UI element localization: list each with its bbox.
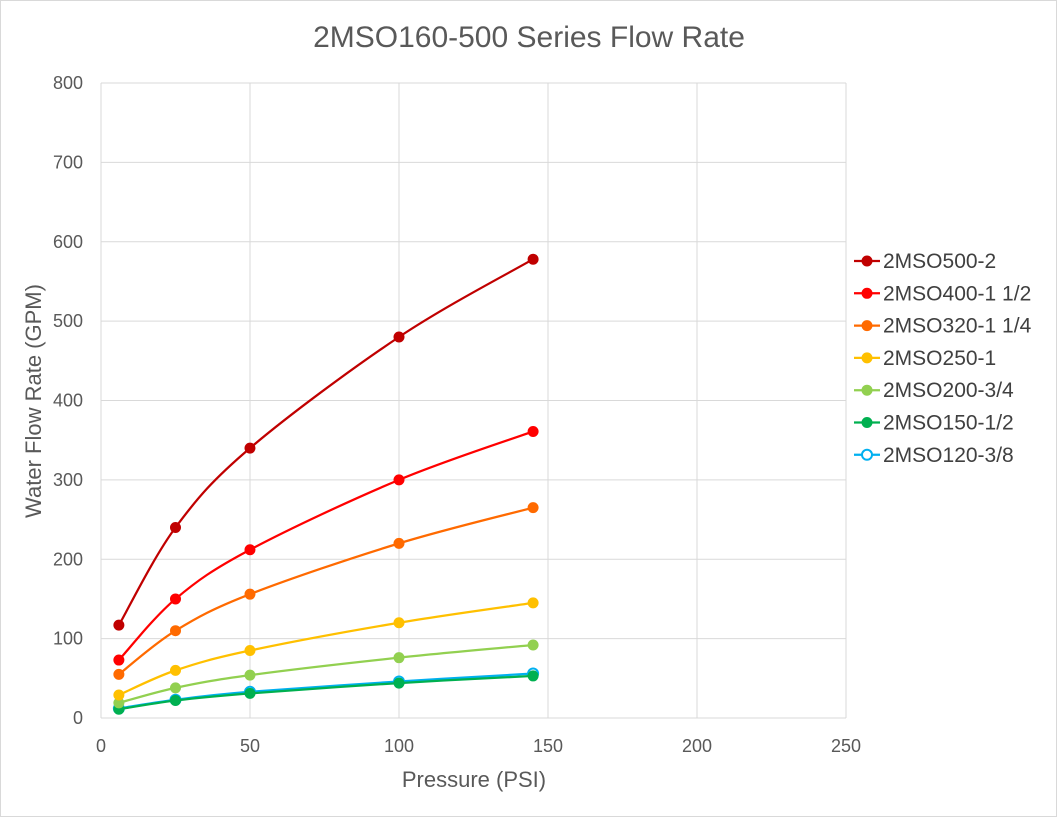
data-point: [527, 502, 539, 514]
data-point: [170, 522, 181, 533]
y-axis-title: Water Flow Rate (GPM): [21, 284, 46, 518]
data-point: [393, 652, 405, 664]
data-point: [170, 682, 181, 694]
chart-title: 2MSO160-500 Series Flow Rate: [313, 21, 745, 54]
y-tick-label: 800: [53, 73, 83, 93]
data-point: [393, 537, 405, 549]
x-tick-label: 0: [96, 736, 106, 756]
series-line: [118, 506, 534, 676]
legend-marker: [861, 384, 873, 396]
data-point: [244, 645, 256, 657]
series-line: [118, 430, 534, 661]
data-point: [244, 687, 256, 699]
series-layer: [112, 253, 540, 715]
series-line: [118, 643, 534, 705]
y-tick-label: 700: [53, 152, 83, 172]
gridlines: [100, 82, 847, 719]
y-tick-label: 600: [53, 232, 83, 252]
x-tick-label: 100: [384, 736, 414, 756]
legend-entry: 2MSO500-2: [854, 250, 996, 273]
legend-label: 2MSO150-1/2: [883, 412, 1014, 435]
data-point: [244, 544, 256, 556]
legend-marker: [861, 287, 873, 299]
data-point: [113, 619, 125, 631]
data-point: [527, 253, 539, 265]
data-point: [170, 695, 181, 707]
data-point: [527, 425, 539, 437]
y-tick-label: 200: [53, 549, 83, 569]
data-point: [244, 442, 256, 454]
legend: 2MSO500-2 2MSO400-1 1/2 2MSO320-1 1/4 2MSO2…: [854, 250, 1032, 467]
series-line: [117, 258, 534, 626]
legend-entry: 2MSO320-1 1/4: [854, 315, 1032, 338]
data-point: [527, 639, 539, 651]
legend-label: 2MSO200-3/4: [883, 379, 1014, 402]
data-point: [244, 669, 256, 681]
x-tick-label: 200: [682, 736, 712, 756]
y-tick-label: 0: [73, 708, 83, 728]
data-point: [170, 625, 181, 637]
x-tick-label: 150: [533, 736, 563, 756]
data-point: [393, 617, 405, 629]
series-3: [113, 597, 539, 701]
data-point: [393, 474, 405, 486]
series-1: [113, 425, 539, 666]
legend-entry: 2MSO150-1/2: [854, 412, 1014, 435]
data-point: [393, 677, 405, 689]
legend-marker: [861, 448, 873, 461]
axes: 0 100 200 300 400 500 600 700 800 0 50 100 150 200 250: [53, 73, 861, 756]
data-point: [393, 331, 405, 343]
series-5: [113, 670, 539, 715]
legend-entry: 2MSO250-1: [854, 347, 996, 370]
legend-marker: [861, 320, 873, 332]
legend-marker: [861, 255, 873, 267]
data-point: [527, 597, 539, 609]
data-point: [527, 670, 539, 682]
y-tick-label: 500: [53, 311, 83, 331]
legend-entry: 2MSO400-1 1/2: [854, 282, 1031, 305]
x-tick-label: 250: [831, 736, 861, 756]
legend-marker: [861, 417, 873, 428]
y-tick-label: 100: [53, 629, 83, 649]
legend-label: 2MSO400-1 1/2: [883, 282, 1031, 305]
legend-label: 2MSO500-2: [883, 250, 996, 273]
series-line: [118, 674, 534, 711]
data-point: [113, 654, 125, 666]
x-tick-label: 50: [240, 736, 260, 756]
series-2: [113, 502, 539, 680]
series-line: [118, 601, 534, 697]
y-tick-label: 400: [53, 391, 83, 411]
legend-entry: 2MSO120-3/8: [854, 444, 1014, 467]
data-point: [113, 689, 125, 701]
series-0: [113, 253, 539, 631]
legend-label: 2MSO250-1: [883, 347, 996, 370]
data-point: [244, 588, 256, 600]
legend-label: 2MSO120-3/8: [883, 444, 1014, 467]
data-point: [113, 668, 125, 680]
y-tick-label: 300: [53, 470, 83, 490]
legend-marker: [861, 352, 873, 364]
legend-label: 2MSO320-1 1/4: [883, 315, 1032, 338]
x-axis-title: Pressure (PSI): [402, 767, 546, 792]
legend-entry: 2MSO200-3/4: [854, 379, 1014, 402]
data-point: [170, 664, 181, 676]
data-point: [170, 593, 181, 605]
